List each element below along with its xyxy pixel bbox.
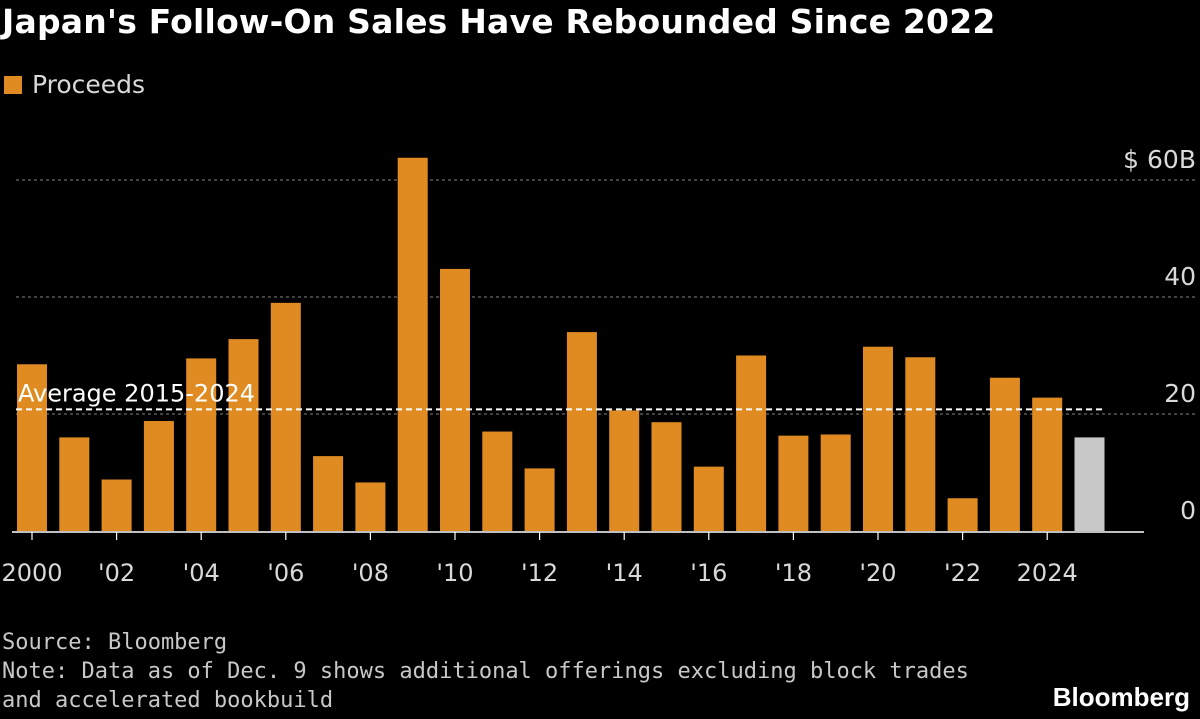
- bar-2017: [736, 355, 767, 531]
- bar-2019: [820, 434, 851, 531]
- bar-2010: [440, 268, 470, 531]
- bar-2024: [1032, 397, 1063, 531]
- bar-2013: [566, 332, 597, 531]
- chart-title: Japan's Follow-On Sales Have Rebounded S…: [2, 2, 996, 41]
- bar-2011: [482, 431, 513, 531]
- bar-2000: [17, 364, 47, 531]
- x-tick-label: '12: [521, 559, 558, 587]
- bar-chart: 0 20 40 $ 60B 2000 '02 '04 '06 '08 '10 '12 '14 '16 '1…: [1, 145, 1198, 587]
- bar-2016: [693, 466, 724, 531]
- y-tick-label: 20: [1164, 379, 1196, 408]
- bar-2005: [228, 339, 259, 531]
- average-line-label: Average 2015-2024: [18, 379, 255, 407]
- x-tick-label: '08: [352, 559, 389, 587]
- bar-2012: [524, 468, 555, 531]
- x-tick-label: '18: [775, 559, 812, 587]
- source-text: Source: Bloomberg: [2, 630, 228, 655]
- bar-2002: [101, 479, 132, 531]
- bar-2007: [313, 456, 344, 531]
- y-tick-label: 0: [1180, 496, 1196, 525]
- bar-2004: [186, 358, 217, 531]
- bar-2025: [1074, 437, 1105, 531]
- y-tick-label: 40: [1164, 262, 1196, 291]
- x-tick-label: 2000: [1, 559, 62, 587]
- x-tick-label: 2024: [1017, 559, 1078, 587]
- bar-2021: [905, 357, 936, 531]
- bar-2022: [947, 498, 978, 531]
- x-tick-label: '04: [183, 559, 220, 587]
- bar-2018: [778, 435, 809, 531]
- x-tick-label: '20: [859, 559, 896, 587]
- bar-2003: [143, 421, 174, 531]
- x-tick-label: '22: [944, 559, 981, 587]
- x-tick-label: '02: [98, 559, 135, 587]
- footer: Source: Bloomberg Note: Data as of Dec. …: [2, 628, 969, 715]
- x-tick-label: '16: [690, 559, 727, 587]
- x-tick-label: '06: [267, 559, 304, 587]
- x-tick-label: '10: [436, 559, 473, 587]
- bar-2023: [989, 377, 1020, 531]
- y-tick-label: $ 60B: [1123, 145, 1196, 174]
- note-text-line-2: and accelerated bookbuild: [2, 688, 334, 713]
- bar-2001: [59, 437, 90, 531]
- bar-2020: [863, 346, 893, 531]
- bar-2015: [651, 422, 682, 531]
- bar-2009: [397, 157, 428, 531]
- note-text-line-1: Note: Data as of Dec. 9 shows additional…: [2, 659, 969, 684]
- legend-label: Proceeds: [32, 70, 146, 99]
- legend: Proceeds: [4, 70, 145, 99]
- bar-2008: [355, 482, 386, 531]
- bar-2006: [270, 302, 301, 531]
- bloomberg-logo: Bloomberg: [1052, 682, 1190, 712]
- x-tick-label: '14: [606, 559, 643, 587]
- bar-2014: [609, 410, 640, 531]
- legend-swatch: [4, 75, 22, 94]
